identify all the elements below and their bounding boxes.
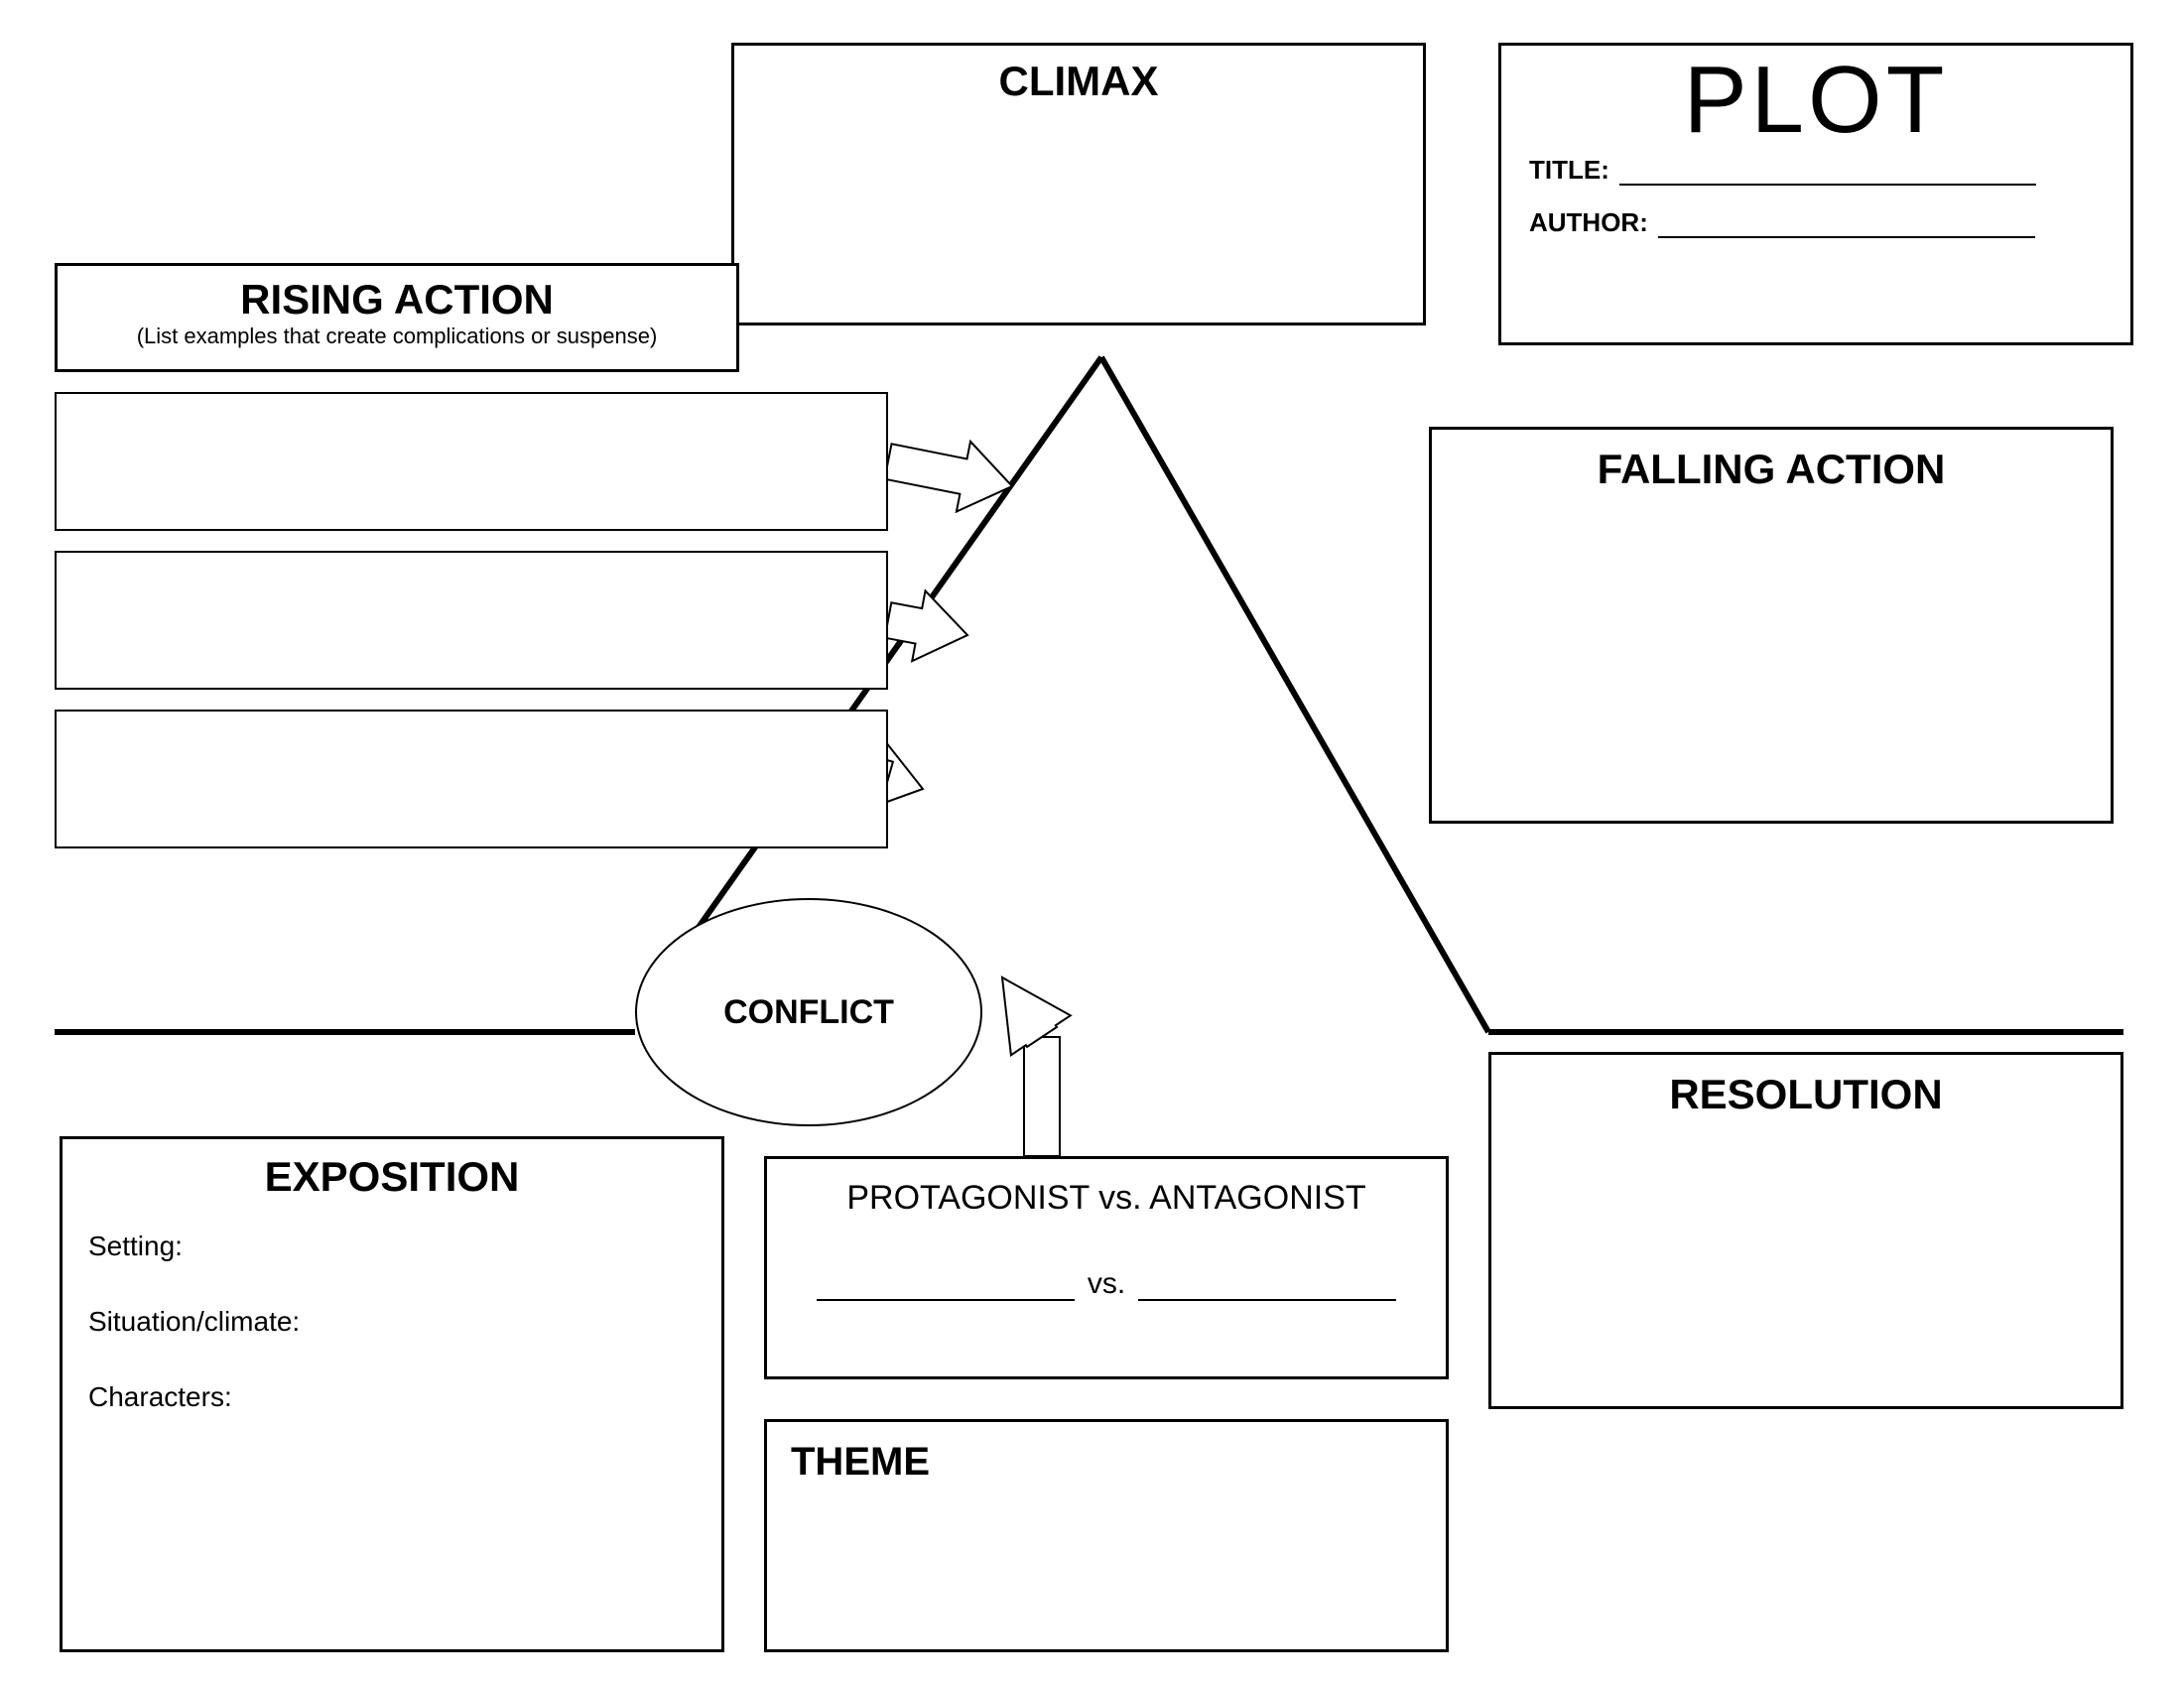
protagonist-blank[interactable] bbox=[817, 1275, 1075, 1301]
exposition-situation: Situation/climate: bbox=[88, 1306, 696, 1338]
plot-author-label: AUTHOR: bbox=[1529, 207, 1648, 237]
theme-box[interactable]: THEME bbox=[764, 1419, 1449, 1652]
climax-box[interactable]: CLIMAX bbox=[731, 43, 1426, 325]
plot-title-blank[interactable] bbox=[1619, 162, 2036, 186]
plot-diagram: CLIMAX PLOT TITLE: AUTHOR: RISING ACTION… bbox=[0, 0, 2184, 1688]
exposition-label: EXPOSITION bbox=[63, 1139, 721, 1201]
rising-action-row[interactable] bbox=[55, 710, 888, 848]
exposition-box[interactable]: EXPOSITION Setting: Situation/climate: C… bbox=[60, 1136, 724, 1652]
resolution-label: RESOLUTION bbox=[1491, 1055, 2120, 1118]
exposition-characters: Characters: bbox=[88, 1381, 696, 1413]
plot-author-blank[interactable] bbox=[1658, 214, 2035, 238]
rising-action-row[interactable] bbox=[55, 392, 888, 531]
rising-action-subtitle: (List examples that create complications… bbox=[58, 324, 736, 349]
falling-action-label: FALLING ACTION bbox=[1432, 430, 2111, 493]
rising-action-header: RISING ACTION (List examples that create… bbox=[55, 263, 739, 372]
plot-heading: PLOT bbox=[1501, 46, 2130, 155]
plot-title-label: TITLE: bbox=[1529, 155, 1609, 185]
conflict-ellipse: CONFLICT bbox=[635, 898, 982, 1126]
climax-label: CLIMAX bbox=[734, 46, 1423, 105]
conflict-label: CONFLICT bbox=[723, 993, 894, 1032]
falling-action-box[interactable]: FALLING ACTION bbox=[1429, 427, 2114, 824]
protagonist-box[interactable]: PROTAGONIST vs. ANTAGONIST vs. bbox=[764, 1156, 1449, 1379]
theme-label: THEME bbox=[767, 1422, 1446, 1485]
resolution-box[interactable]: RESOLUTION bbox=[1488, 1052, 2123, 1409]
rising-action-row[interactable] bbox=[55, 551, 888, 690]
protagonist-label: PROTAGONIST vs. ANTAGONIST bbox=[767, 1159, 1446, 1218]
exposition-setting: Setting: bbox=[88, 1231, 696, 1262]
plot-header-box[interactable]: PLOT TITLE: AUTHOR: bbox=[1498, 43, 2133, 345]
vs-label: vs. bbox=[1088, 1267, 1125, 1300]
rising-action-label: RISING ACTION bbox=[58, 276, 736, 324]
antagonist-blank[interactable] bbox=[1138, 1275, 1396, 1301]
